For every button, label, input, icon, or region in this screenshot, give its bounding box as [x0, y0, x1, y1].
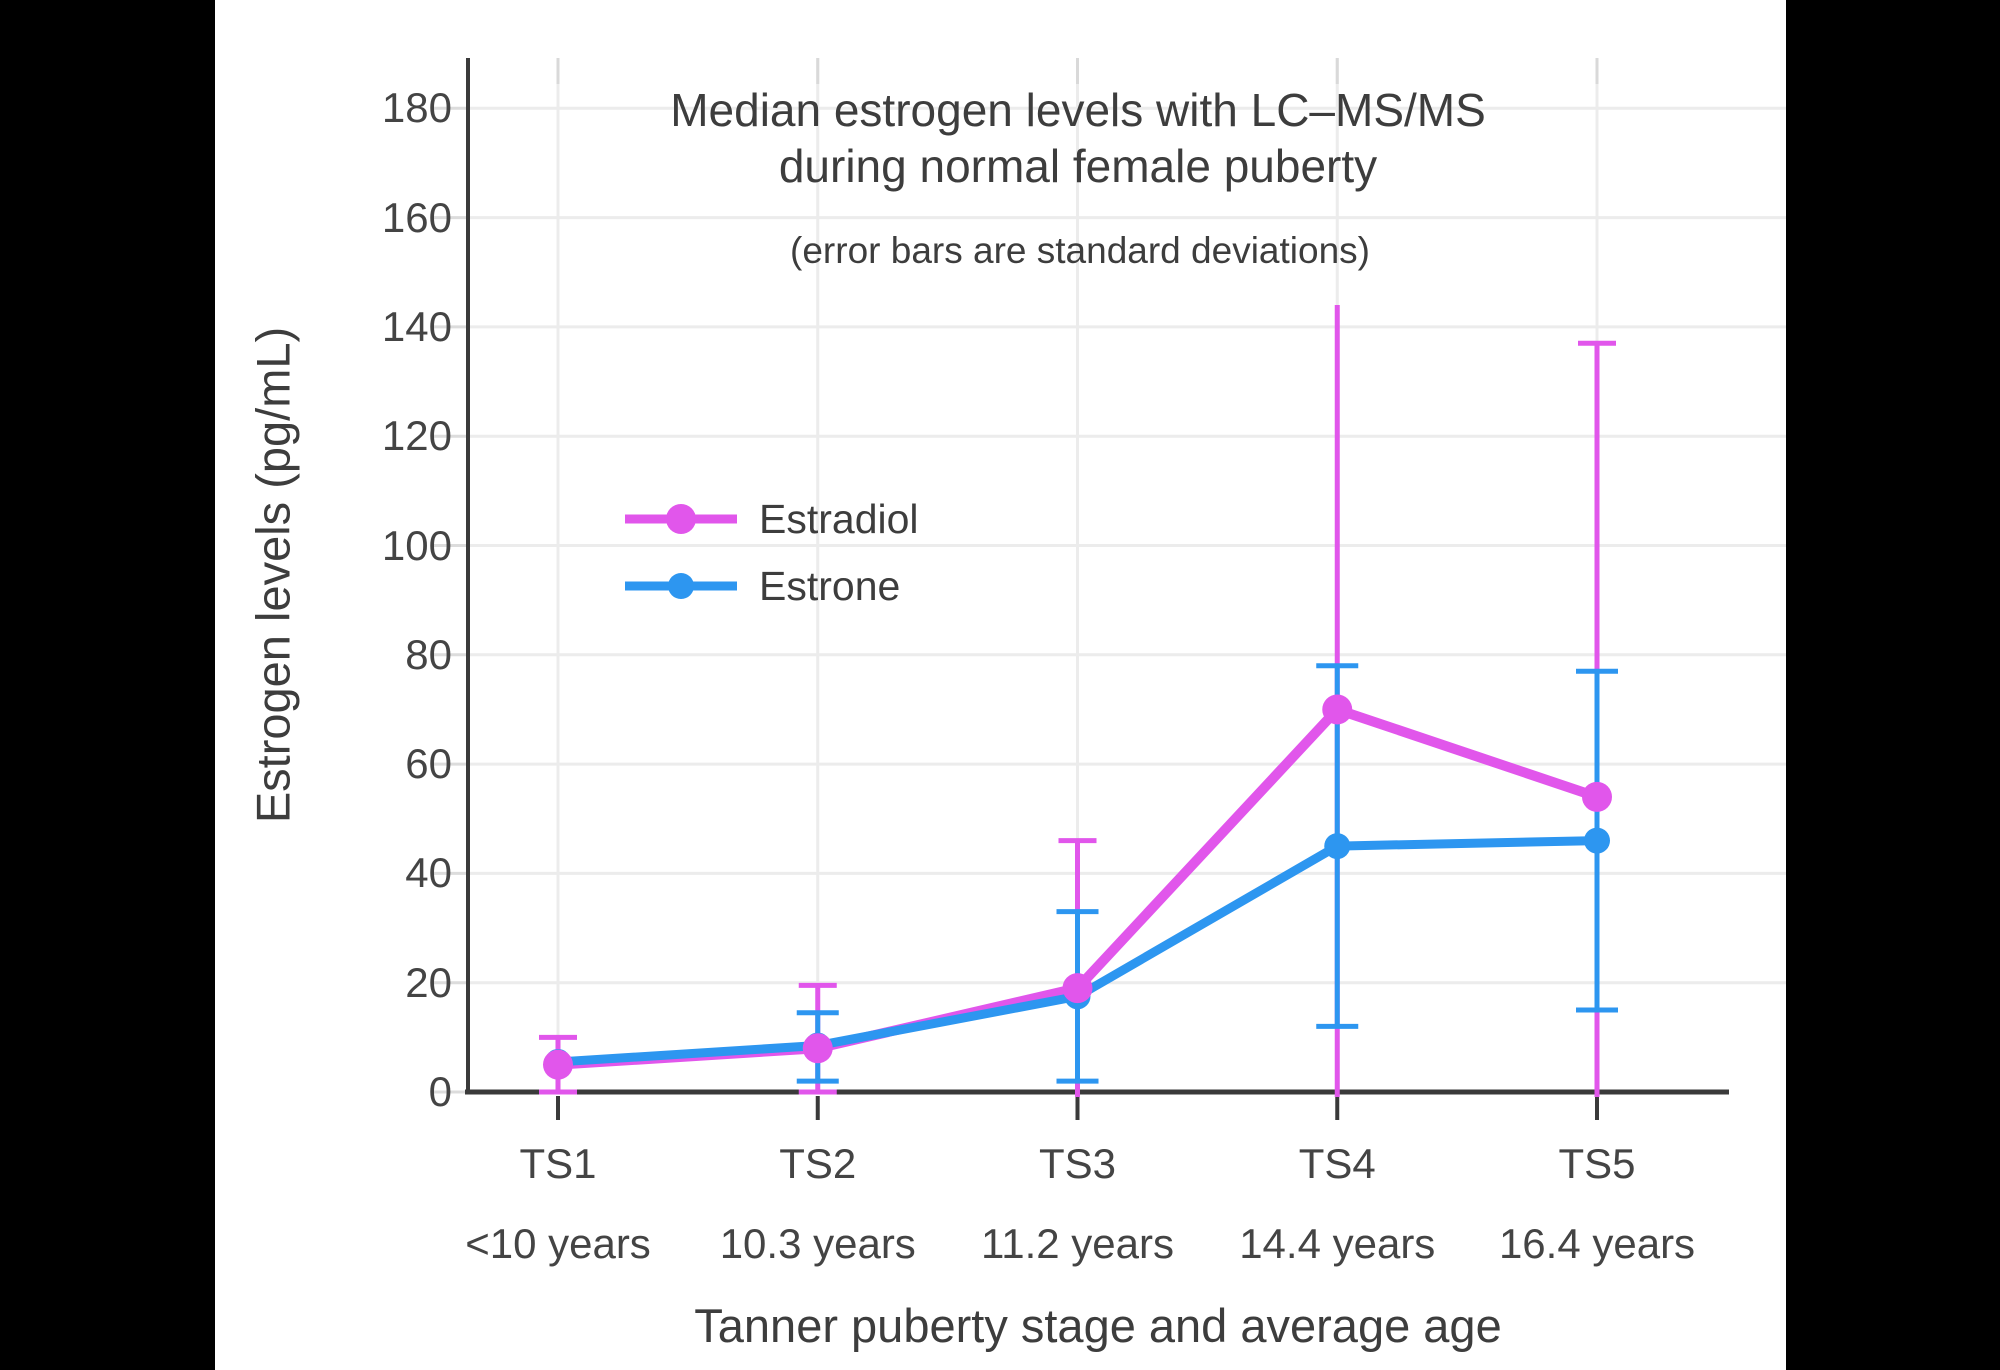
chart-title-line1: Median estrogen levels with LC–MS/MS	[670, 84, 1486, 136]
estrone-legend-marker	[625, 573, 737, 599]
estradiol-legend-marker	[625, 504, 737, 534]
legend: Estradiol Estrone	[623, 486, 919, 620]
chart-title-line2: during normal female puberty	[778, 140, 1378, 192]
legend-item-estradiol[interactable]: Estradiol	[623, 486, 919, 553]
legend-label-estradiol: Estradiol	[759, 496, 919, 542]
legend-label-estrone: Estrone	[759, 563, 901, 609]
y-axis-title: Estrogen levels (pg/mL)	[246, 326, 300, 824]
legend-item-estrone[interactable]: Estrone	[623, 553, 919, 620]
chart-panel	[215, 0, 1786, 1370]
x-axis-title: Tanner puberty stage and average age	[694, 1299, 1502, 1352]
chart-subtitle: (error bars are standard deviations)	[790, 230, 1370, 271]
